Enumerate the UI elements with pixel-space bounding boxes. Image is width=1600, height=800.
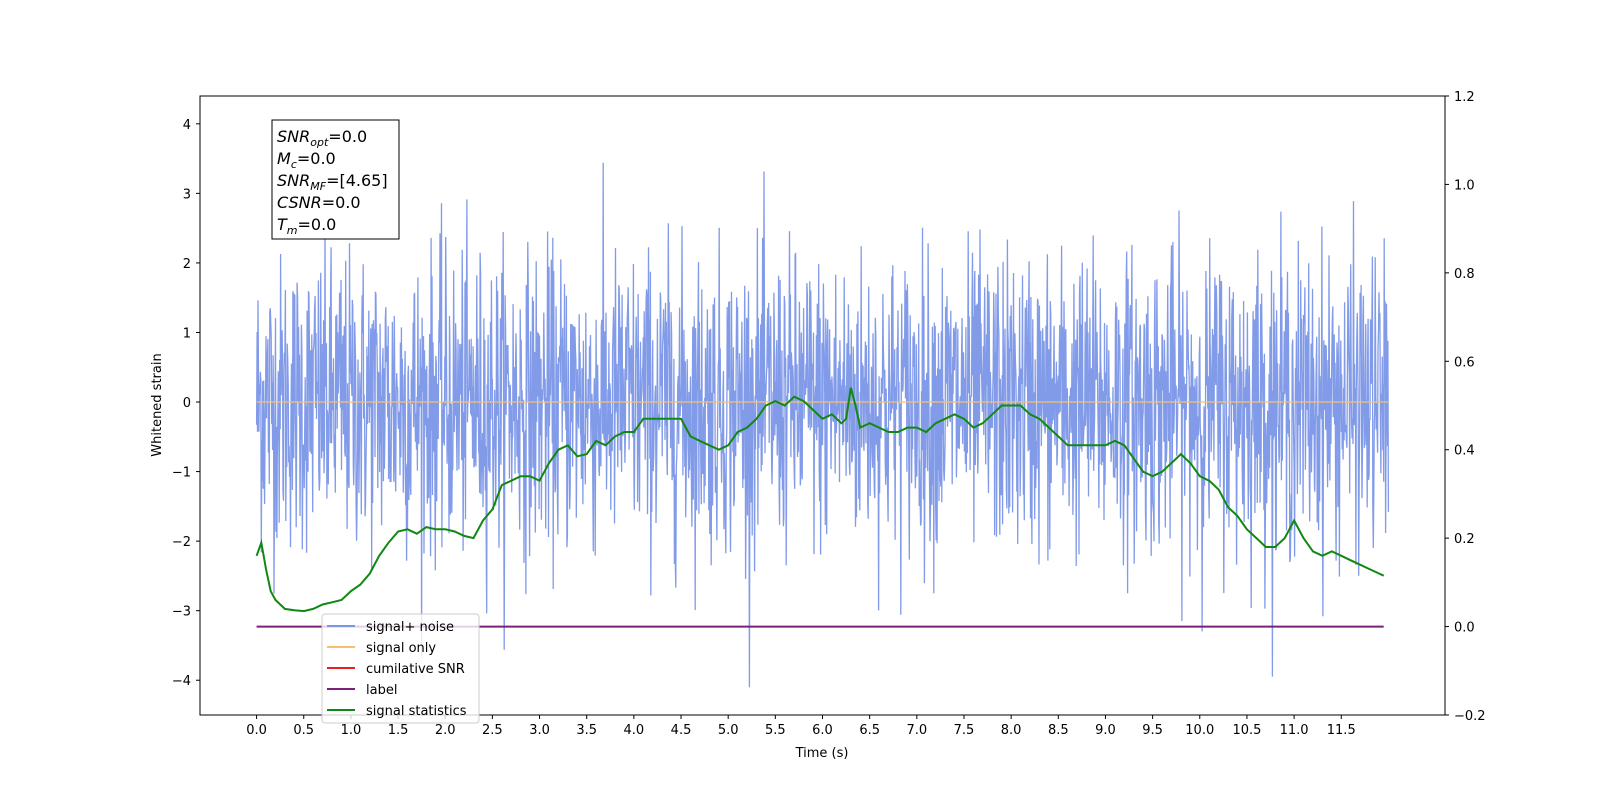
x-tick-label: 7.0 bbox=[906, 723, 927, 738]
y2-ticks: 1.2 1.0 0.8 0.6 0.4 0.2 0.0 −0.2 bbox=[1445, 90, 1486, 724]
x-tick-label: 3.0 bbox=[529, 723, 550, 738]
legend-label: cumilative SNR bbox=[366, 662, 465, 677]
y-tick-label: −2 bbox=[172, 535, 191, 550]
x-tick-label: 4.5 bbox=[671, 723, 692, 738]
x-tick-label: 4.0 bbox=[624, 723, 645, 738]
x-tick-label: 1.0 bbox=[341, 723, 362, 738]
legend-label: signal only bbox=[366, 641, 436, 656]
x-tick-label: 8.5 bbox=[1048, 723, 1069, 738]
x-axis-label: Time (s) bbox=[795, 746, 849, 761]
y2-tick-label: 0.8 bbox=[1454, 267, 1475, 282]
y-tick-label: 3 bbox=[183, 187, 191, 202]
x-tick-label: 6.5 bbox=[859, 723, 880, 738]
y2-tick-label: 0.4 bbox=[1454, 444, 1475, 459]
legend-frame bbox=[321, 613, 480, 724]
x-tick-label: 11.5 bbox=[1327, 723, 1356, 738]
legend-label: signal statistics bbox=[366, 704, 467, 719]
y-tick-label: −1 bbox=[172, 466, 191, 481]
x-tick-label: 5.5 bbox=[765, 723, 786, 738]
y2-tick-label: 0.0 bbox=[1454, 621, 1475, 636]
annotation-line: SNRopt=0.0 bbox=[277, 127, 367, 149]
x-tick-label: 1.5 bbox=[388, 723, 409, 738]
legend: signal+ noise signal only cumilative SNR la… bbox=[321, 613, 480, 724]
annotation-line: Tm=0.0 bbox=[277, 215, 336, 237]
x-tick-label: 10.0 bbox=[1185, 723, 1214, 738]
x-tick-label: 10.5 bbox=[1232, 723, 1261, 738]
annotation-line: SNRMF=[4.65] bbox=[277, 171, 388, 193]
legend-label: label bbox=[366, 683, 397, 698]
y2-tick-label: 0.2 bbox=[1454, 532, 1475, 547]
y-axis-label: Whitened strain bbox=[150, 353, 165, 456]
series-signal-statistics bbox=[255, 387, 1385, 613]
annotation-line: CSNR=0.0 bbox=[277, 193, 361, 212]
y-tick-label: −4 bbox=[172, 674, 191, 689]
x-tick-label: 6.0 bbox=[812, 723, 833, 738]
y-tick-label: −3 bbox=[172, 605, 191, 620]
x-tick-label: 9.0 bbox=[1095, 723, 1116, 738]
x-tick-label: 9.5 bbox=[1142, 723, 1163, 738]
annotation-frame bbox=[271, 119, 400, 240]
x-tick-label: 0.5 bbox=[293, 723, 314, 738]
y2-tick-label: −0.2 bbox=[1454, 709, 1486, 724]
x-tick-label: 5.0 bbox=[718, 723, 739, 738]
y-tick-label: 4 bbox=[183, 118, 191, 133]
x-tick-label: 2.5 bbox=[482, 723, 503, 738]
x-tick-label: 8.0 bbox=[1001, 723, 1022, 738]
x-tick-label: 3.5 bbox=[576, 723, 597, 738]
x-tick-label: 2.0 bbox=[435, 723, 456, 738]
series-signal-noise bbox=[255, 162, 1390, 688]
annotation-line: Mc=0.0 bbox=[277, 149, 336, 171]
y2-tick-label: 0.6 bbox=[1454, 355, 1475, 370]
y-tick-label: 0 bbox=[183, 396, 191, 411]
x-tick-label: 7.5 bbox=[954, 723, 975, 738]
x-tick-label: 11.0 bbox=[1280, 723, 1309, 738]
legend-label: signal+ noise bbox=[366, 620, 454, 635]
x-tick-label: 0.0 bbox=[246, 723, 267, 738]
y2-tick-label: 1.2 bbox=[1454, 90, 1475, 105]
plot-area bbox=[255, 162, 1390, 688]
y2-tick-label: 1.0 bbox=[1454, 178, 1475, 193]
y-ticks: 4 3 2 1 0 −1 −2 −3 −4 bbox=[172, 118, 200, 689]
x-ticks: 0.0 0.5 1.0 1.5 2.0 2.5 3.0 3.5 4.0 4.5 5.0 5.5 6.0 6… bbox=[246, 715, 1356, 738]
y-tick-label: 2 bbox=[183, 257, 191, 272]
y-tick-label: 1 bbox=[183, 326, 191, 341]
